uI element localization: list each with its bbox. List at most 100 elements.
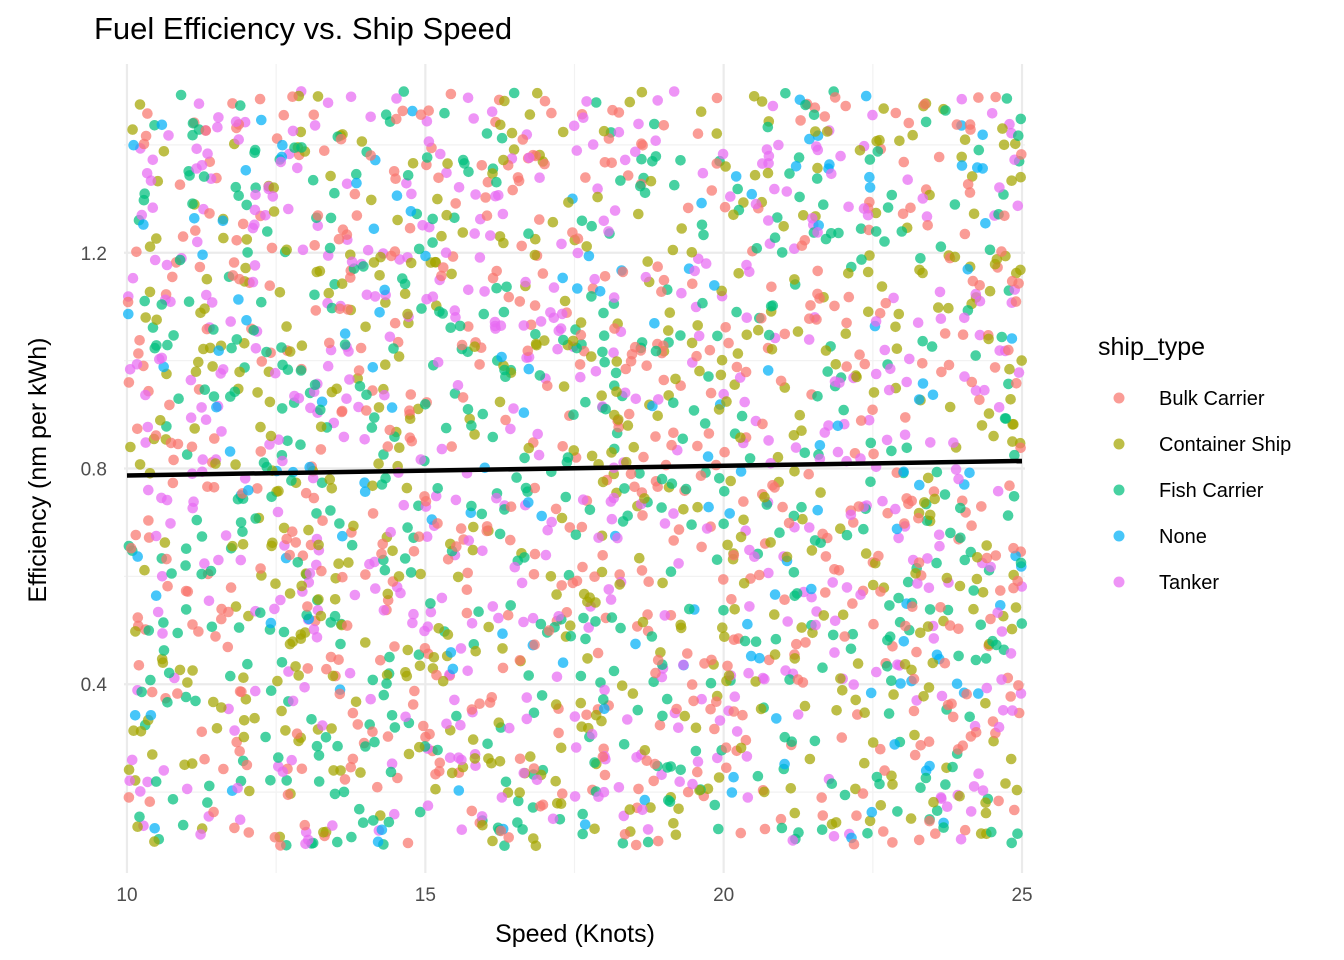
- data-point: [394, 442, 405, 454]
- data-point: [238, 715, 250, 726]
- data-point: [144, 241, 156, 252]
- data-point: [590, 709, 602, 721]
- data-point: [523, 497, 534, 508]
- data-point: [186, 441, 198, 453]
- data-point: [513, 795, 524, 807]
- data-point: [898, 156, 910, 168]
- data-point: [421, 152, 433, 163]
- data-point: [903, 117, 915, 129]
- data-point: [997, 705, 1009, 716]
- data-point: [343, 557, 354, 568]
- data-point: [174, 664, 186, 676]
- data-point: [959, 134, 971, 145]
- data-point: [686, 519, 697, 530]
- data-point: [123, 764, 135, 775]
- data-point: [402, 170, 414, 181]
- data-point: [414, 806, 426, 818]
- data-point: [723, 670, 735, 681]
- data-point: [577, 828, 588, 840]
- data-point: [636, 86, 648, 98]
- data-point: [237, 218, 249, 230]
- data-point: [374, 307, 385, 318]
- data-point: [226, 342, 237, 354]
- data-point: [427, 237, 438, 248]
- data-point: [977, 129, 988, 141]
- data-point: [864, 171, 875, 183]
- data-point: [675, 764, 686, 776]
- data-point: [636, 138, 647, 149]
- data-point: [341, 393, 352, 405]
- legend-label: Bulk Carrier: [1159, 388, 1265, 410]
- data-point: [949, 199, 961, 210]
- data-point: [402, 837, 414, 849]
- data-point: [281, 321, 292, 332]
- data-point: [150, 776, 162, 787]
- data-point: [830, 817, 842, 828]
- data-point: [997, 123, 1008, 134]
- data-point: [780, 665, 791, 676]
- data-point: [864, 154, 876, 165]
- data-point: [354, 381, 366, 392]
- data-point: [652, 410, 663, 422]
- data-point: [520, 276, 531, 288]
- data-point: [522, 345, 534, 357]
- data-point: [701, 523, 713, 534]
- data-point: [622, 420, 634, 431]
- data-point: [546, 107, 557, 119]
- data-point: [397, 273, 408, 284]
- data-point: [901, 442, 913, 454]
- data-point: [1016, 618, 1028, 629]
- data-point: [609, 323, 620, 334]
- data-point: [889, 739, 900, 750]
- data-point: [379, 564, 391, 576]
- data-point: [961, 688, 972, 700]
- y-tick-label: 0.8: [81, 460, 107, 481]
- data-point: [1004, 363, 1015, 375]
- data-point: [550, 503, 562, 515]
- data-point: [237, 539, 249, 550]
- data-point: [913, 394, 925, 405]
- data-point: [559, 295, 571, 307]
- data-point: [369, 736, 380, 748]
- data-point: [866, 806, 878, 818]
- data-point: [374, 270, 385, 281]
- data-point: [717, 622, 728, 633]
- data-point: [583, 250, 595, 262]
- data-point: [325, 170, 336, 182]
- data-point: [432, 518, 443, 529]
- data-point: [1016, 149, 1027, 160]
- data-point: [658, 374, 670, 386]
- data-point: [236, 686, 247, 698]
- data-point: [617, 266, 629, 278]
- data-point: [820, 551, 832, 562]
- data-point: [835, 673, 846, 684]
- data-point: [545, 307, 556, 318]
- data-point: [752, 770, 764, 782]
- data-point: [993, 402, 1005, 413]
- data-point: [972, 552, 983, 563]
- data-point: [723, 337, 734, 349]
- data-point: [528, 569, 540, 580]
- data-point: [742, 618, 753, 630]
- data-point: [199, 384, 211, 396]
- data-point: [785, 783, 797, 794]
- data-point: [581, 96, 592, 107]
- data-point: [590, 97, 602, 108]
- data-point: [586, 220, 597, 232]
- data-point: [520, 482, 532, 494]
- data-point: [463, 321, 474, 332]
- data-point: [608, 665, 620, 677]
- data-point: [996, 674, 1007, 685]
- data-point: [649, 118, 660, 130]
- data-point: [606, 513, 618, 525]
- data-point: [134, 335, 145, 346]
- data-point: [385, 526, 397, 538]
- data-point: [979, 384, 990, 396]
- data-point: [867, 109, 878, 121]
- data-point: [181, 449, 193, 460]
- data-point: [182, 677, 193, 688]
- data-point: [534, 370, 546, 381]
- data-point: [255, 446, 267, 457]
- data-point: [687, 778, 698, 790]
- data-point: [789, 274, 800, 285]
